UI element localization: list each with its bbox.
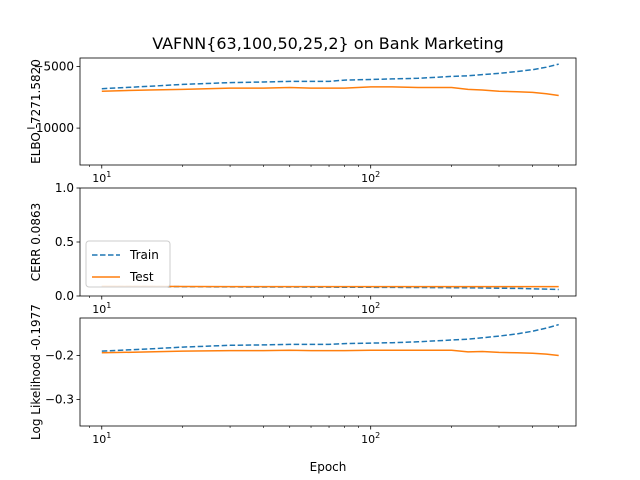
legend-box	[85, 240, 171, 288]
y-tick-label: −0.3	[45, 393, 74, 407]
y-axis-label: ELBO -7271.5820	[29, 59, 43, 164]
x-tick-label: 101	[92, 301, 111, 316]
series-train-line	[101, 63, 559, 90]
legend-label-train: Train	[129, 248, 159, 262]
x-tick-label: 102	[361, 170, 380, 185]
x-tick-label: 102	[361, 301, 380, 316]
legend-label-test: Test	[129, 270, 154, 284]
series-train-line	[101, 323, 559, 352]
y-tick-label: 1.0	[55, 181, 74, 195]
x-tick-label: 101	[92, 431, 111, 446]
y-tick-label: 0.5	[55, 235, 74, 249]
y-tick-label: −5000	[33, 60, 74, 74]
chart-title: VAFNN{63,100,50,25,2} on Bank Marketing	[152, 34, 504, 53]
y-axis-label: Log Likelihood -0.1977	[29, 304, 43, 440]
axes-frame	[79, 317, 577, 427]
series-train-line	[101, 285, 559, 291]
panel-2: 101 102 0.0 0.5 1.0 CERR 0.0863	[29, 181, 577, 316]
legend: Train Test	[85, 240, 171, 288]
x-tick-label: 101	[92, 170, 111, 185]
y-axis-label: CERR 0.0863	[29, 203, 43, 281]
x-axis-label: Epoch	[310, 460, 347, 474]
axes-frame	[79, 187, 577, 297]
series-test-line	[101, 349, 559, 357]
x-tick-label: 102	[361, 431, 380, 446]
axes-frame	[79, 57, 577, 166]
y-tick-label: 0.0	[55, 289, 74, 303]
series-test-line	[101, 86, 559, 97]
y-tick-label: −0.2	[45, 348, 74, 362]
y-tick-label: −10000	[26, 121, 74, 135]
